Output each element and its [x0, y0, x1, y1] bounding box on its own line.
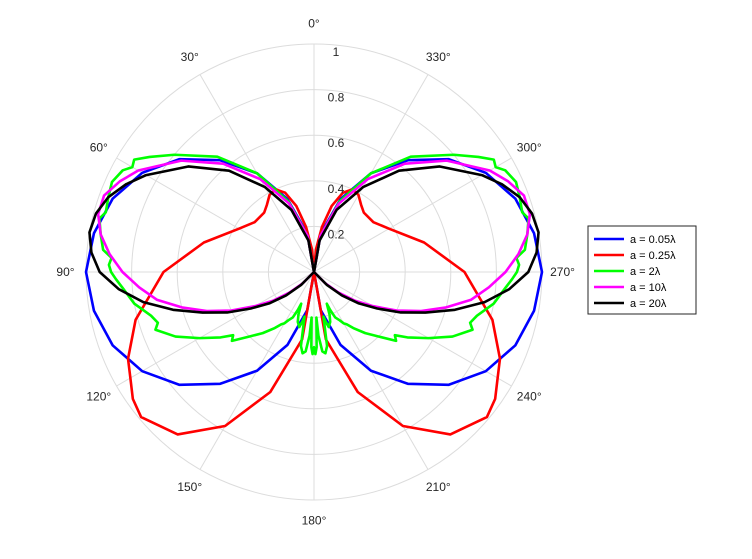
legend-items: a = 0.05λ a = 0.25λ a = 2λ a = 10λ a = 20λ: [594, 234, 676, 310]
theta-tick-label-7: 210°: [426, 480, 451, 494]
grid-spoke-8: [313, 271, 512, 387]
legend-label-0: a = 0.05λ: [630, 234, 676, 246]
series-layer: [84, 153, 544, 436]
legend-label-2: a = 2λ: [630, 266, 661, 278]
theta-tick-label-10: 300°: [517, 141, 542, 155]
series-line-4: [88, 165, 540, 314]
r-tick-label-1: 0.4: [328, 182, 345, 196]
theta-tick-label-4: 120°: [86, 389, 111, 403]
angular-tick-labels: 0° 30° 60° 90° 120° 150° 180° 210° 240° 270° 300° 3…: [56, 16, 575, 527]
theta-tick-label-6: 180°: [302, 514, 327, 528]
grid-spoke-4: [116, 271, 315, 387]
legend-item-0: a = 0.05λ: [594, 234, 676, 246]
legend-item-4: a = 20λ: [594, 298, 667, 310]
theta-tick-label-8: 240°: [517, 389, 542, 403]
theta-tick-label-11: 330°: [426, 50, 451, 64]
legend: a = 0.05λ a = 0.25λ a = 2λ a = 10λ a = 20λ: [587, 225, 697, 315]
series-line-2: [98, 153, 530, 356]
r-tick-label-2: 0.6: [328, 136, 345, 150]
theta-tick-label-3: 90°: [56, 265, 74, 279]
r-tick-label-4: 1: [333, 45, 340, 59]
theta-tick-label-0: 0°: [308, 16, 320, 30]
grid-spoke-2: [116, 157, 315, 273]
legend-label-3: a = 10λ: [630, 282, 667, 294]
legend-item-1: a = 0.25λ: [594, 250, 676, 262]
legend-label-1: a = 0.25λ: [630, 250, 676, 262]
legend-item-3: a = 10λ: [594, 282, 667, 294]
theta-tick-label-5: 150°: [177, 480, 202, 494]
legend-item-2: a = 2λ: [594, 266, 661, 278]
grid-spoke-10: [313, 157, 512, 273]
r-tick-label-3: 0.8: [328, 91, 345, 105]
theta-tick-label-9: 270°: [550, 265, 575, 279]
theta-tick-label-2: 60°: [90, 141, 108, 155]
legend-label-4: a = 20λ: [630, 298, 667, 310]
series-line-1: [126, 188, 502, 436]
radial-tick-labels: 0.2 0.4 0.6 0.8 1: [328, 45, 345, 241]
theta-tick-label-1: 30°: [181, 50, 199, 64]
r-tick-label-0: 0.2: [328, 227, 345, 241]
